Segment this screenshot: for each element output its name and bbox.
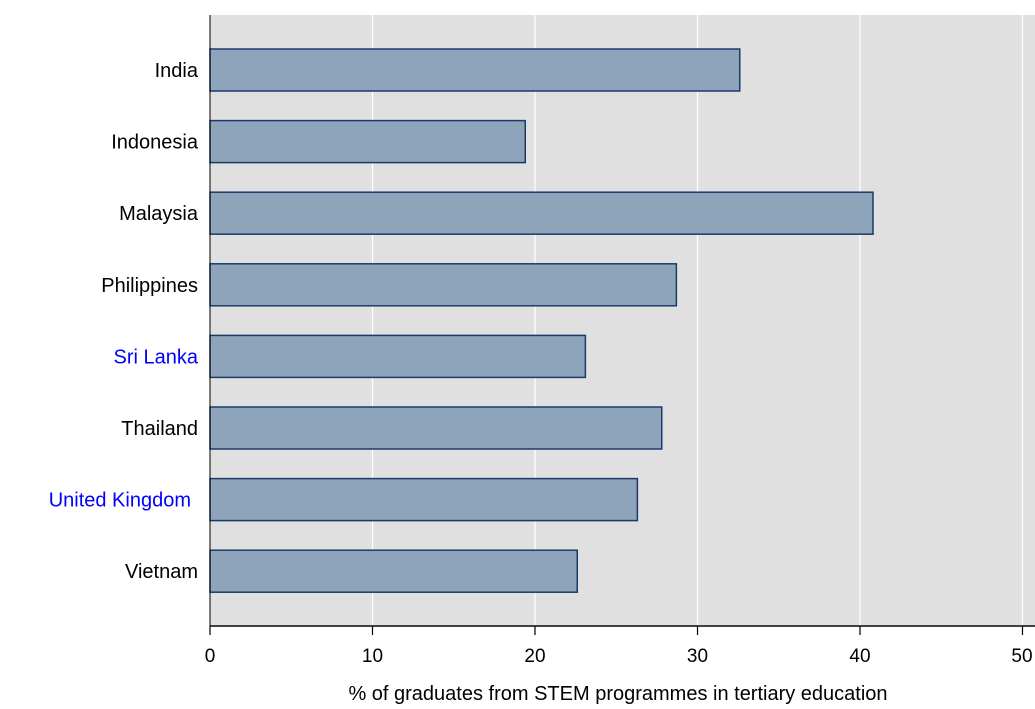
bar-thailand	[209, 406, 663, 450]
x-tick-label-30: 30	[687, 646, 708, 667]
plot-background	[210, 15, 1035, 625]
bar-indonesia	[209, 119, 526, 164]
bar-united-kingdom	[209, 477, 639, 522]
x-tick-label-10: 10	[362, 646, 383, 667]
category-label-vietnam: Vietnam	[125, 561, 198, 583]
x-tick-label-40: 40	[849, 646, 870, 667]
bar-sri-lanka	[209, 334, 587, 379]
category-label-malaysia: Malaysia	[119, 203, 199, 225]
x-tick-label-0: 0	[205, 646, 216, 667]
bar-philippines	[209, 263, 678, 307]
category-label-india: India	[155, 60, 199, 82]
x-tick-label-20: 20	[524, 646, 545, 667]
category-labels: India Indonesia Malaysia Philippines Sri Lan…	[49, 60, 199, 583]
category-label-philippines: Philippines	[101, 275, 198, 297]
category-label-sri-lanka: Sri Lanka	[114, 346, 199, 368]
category-label-united-kingdom: United Kingdom	[49, 490, 191, 512]
x-axis-title: % of graduates from STEM programmes in t…	[348, 683, 887, 705]
gridlines	[371, 15, 1024, 626]
bar-vietnam	[209, 549, 578, 593]
bar-india	[209, 48, 741, 92]
category-label-indonesia: Indonesia	[111, 132, 199, 154]
x-axis-ticks: 0 10 20 30 40 50	[205, 626, 1033, 667]
x-tick-label-50: 50	[1011, 646, 1032, 667]
bar-malaysia	[209, 191, 874, 235]
category-label-thailand: Thailand	[121, 418, 198, 440]
